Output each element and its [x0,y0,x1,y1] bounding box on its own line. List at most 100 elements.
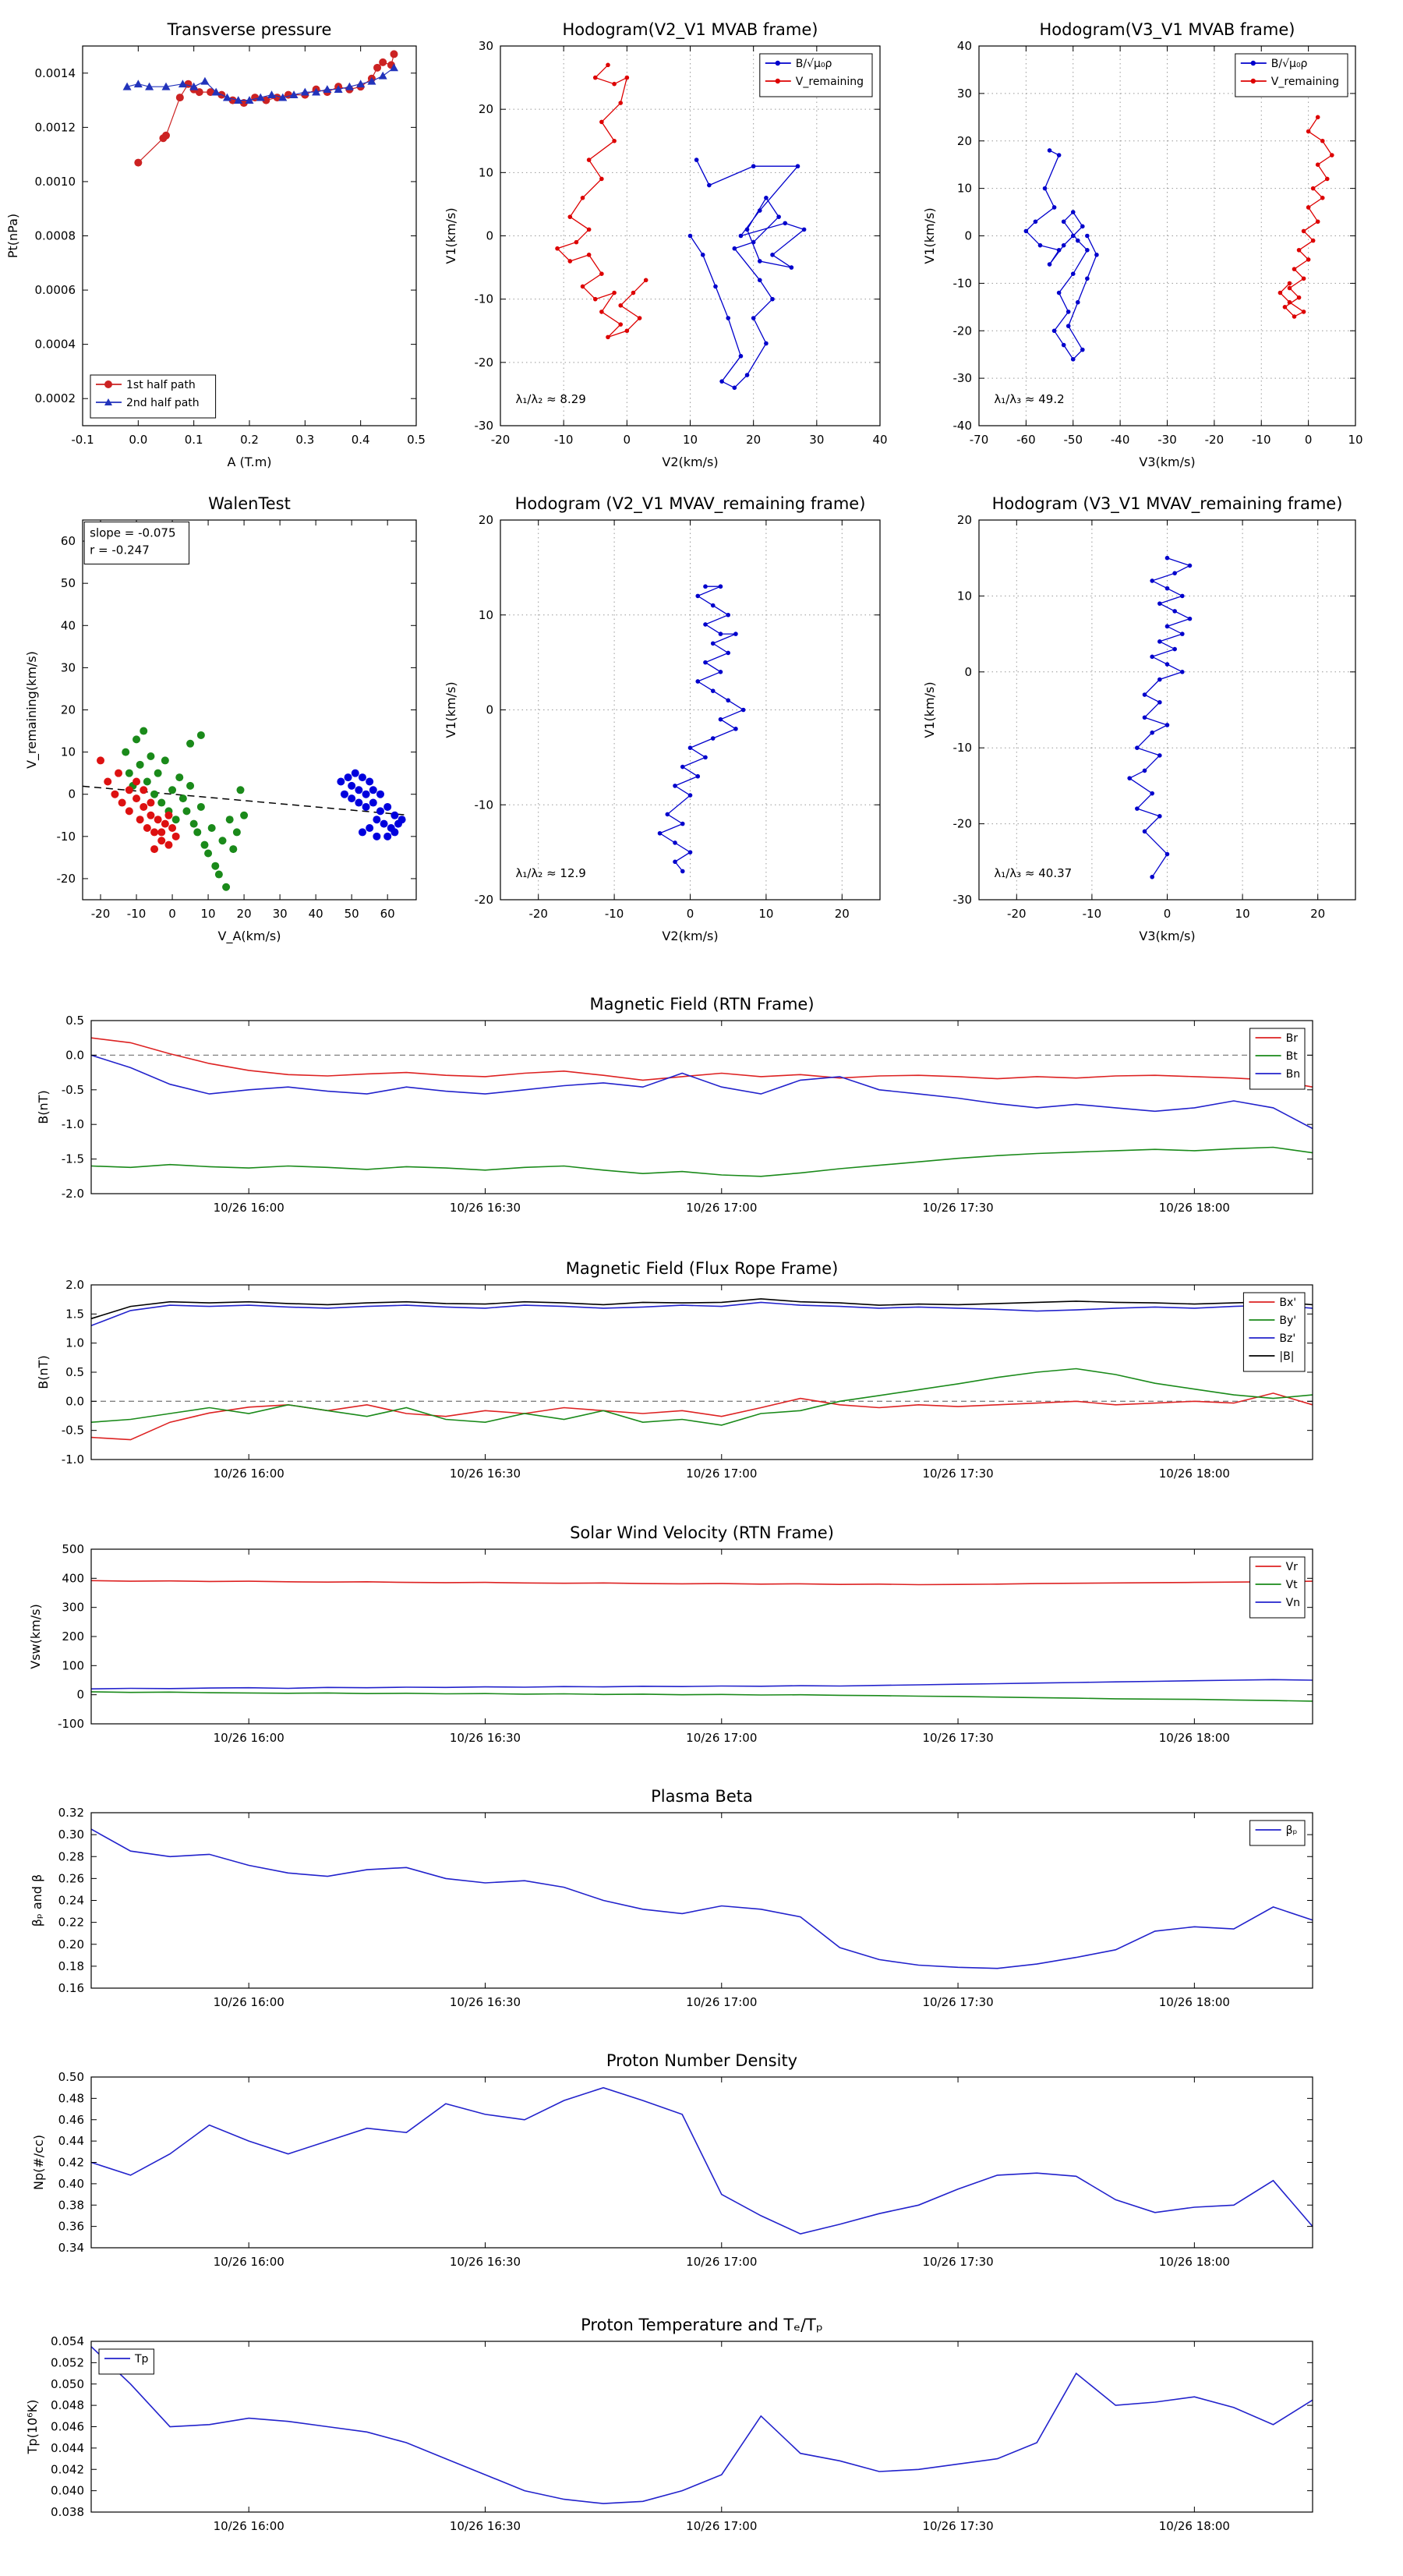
y-tick-label: 0.050 [51,2377,84,2391]
y-tick-label: -30 [953,893,973,907]
y-tick-label: 10 [61,745,76,759]
dot-marker [1157,699,1162,705]
dot-marker [776,214,781,219]
dot-marker [1037,242,1043,248]
dot-marker [775,78,780,84]
legend-box [1249,1556,1306,1619]
dot-marker [1042,186,1048,191]
dot-marker [665,812,670,817]
x-tick-label: 10/26 18:00 [1159,2519,1230,2533]
dot-marker [1085,233,1090,239]
dot-marker [143,777,151,786]
x-axis-label: V2(km/s) [662,929,718,943]
dot-marker [643,278,648,283]
x-tick-label: -10 [554,433,574,447]
dot-marker [710,736,716,741]
y-axis-label: βₚ and β [30,1874,44,1927]
x-tick-label: -20 [1007,907,1027,921]
dot-marker [695,679,701,684]
dot-marker [606,334,610,340]
y-tick-label: 0.0010 [35,175,76,189]
x-tick-label: 10/26 16:30 [450,2255,521,2269]
dot-marker [348,794,356,803]
dot-marker [344,773,352,782]
series-By' [90,1368,1313,1426]
y-tick-label: -0.5 [62,1424,84,1438]
series-1st half path [137,54,395,164]
x-tick-label: 10/26 18:00 [1159,1731,1230,1745]
dot-marker [744,373,750,377]
y-tick-label: 0.040 [51,2484,84,2498]
dot-marker [369,798,377,807]
x-tick-label: 10 [758,907,773,921]
dot-marker [586,227,592,232]
dot-marker [147,811,155,819]
dot-marker [738,233,744,239]
dot-marker [232,828,241,837]
triangle-marker [289,90,299,99]
dot-marker [1150,730,1154,735]
dot-marker [637,316,642,320]
dot-marker [168,824,177,833]
dot-marker [1066,310,1071,314]
y-tick-label: -10 [953,276,973,290]
dot-marker [1164,624,1170,629]
dot-marker [1187,563,1193,568]
x-tick-label: 0.3 [295,433,314,447]
y-tick-label: 10 [479,608,493,622]
dot-marker [358,828,366,837]
x-tick-label: -20 [528,907,548,921]
dot-marker [718,632,723,636]
x-tick-label: 20 [746,433,761,447]
y-tick-label: 0.42 [58,2156,84,2170]
y-tick-label: 0 [68,787,76,801]
chart-walen_test: -20 -10 0 10 20 30 40 50 60 -20 -10 0 10 20 30 40 50 60 Wa… [24,494,417,944]
x-axis-label: V3(km/s) [1139,929,1195,943]
y-tick-label: 0.20 [58,1937,84,1951]
dot-marker [97,756,105,765]
dot-marker [599,271,604,277]
dot-marker [726,650,730,656]
y-tick-label: -20 [57,872,76,886]
dot-marker [161,819,169,828]
dot-marker [1070,271,1076,277]
axes-frame [90,1020,1313,1194]
y-tick-label: 0.40 [58,2177,84,2191]
chart-np: 10/26 16:00 10/26 16:30 10/26 17:00 10/26 1… [31,2051,1313,2269]
dot-marker [1080,347,1085,352]
series-V_remaining [659,586,745,872]
dot-marker [1172,571,1177,575]
dot-marker [751,316,756,320]
triangle-marker [145,82,154,90]
x-tick-label: 10/26 17:30 [922,1731,993,1745]
dot-marker [673,784,677,788]
legend-label: |B| [1279,1350,1294,1363]
dot-marker [1330,153,1334,157]
chart-hodogram_v3_v1_mvav: -20 -10 0 10 20 -30 -20 -10 0 10 20 Hodogram (V3_V1… [922,494,1356,943]
dot-marker [732,385,737,391]
x-tick-label: 10/26 17:30 [922,2255,993,2269]
y-tick-label: 60 [61,534,76,548]
dot-marker [1187,616,1193,621]
triangle-marker [222,93,231,101]
dot-marker [376,807,384,816]
y-tick-label: 20 [479,102,493,116]
dot-marker [751,164,756,169]
x-tick-label: 10/26 18:00 [1159,2255,1230,2269]
dot-marker [211,862,220,870]
circle-marker [162,131,170,140]
dot-marker [687,233,693,239]
x-tick-label: -20 [491,433,511,447]
dot-marker [599,310,604,314]
legend-label: V_remaining [796,76,864,88]
x-axis-label: V_A(km/s) [218,929,281,944]
dot-marker [718,584,723,589]
annotation-text: slope = -0.075 [90,525,175,540]
dot-marker [140,727,148,735]
triangle-marker [300,87,309,96]
dot-marker [718,670,723,674]
dot-marker [150,790,159,798]
dot-marker [624,75,630,80]
chart-mag_rtn: 10/26 16:00 10/26 16:30 10/26 17:00 10/26 1… [36,995,1313,1215]
